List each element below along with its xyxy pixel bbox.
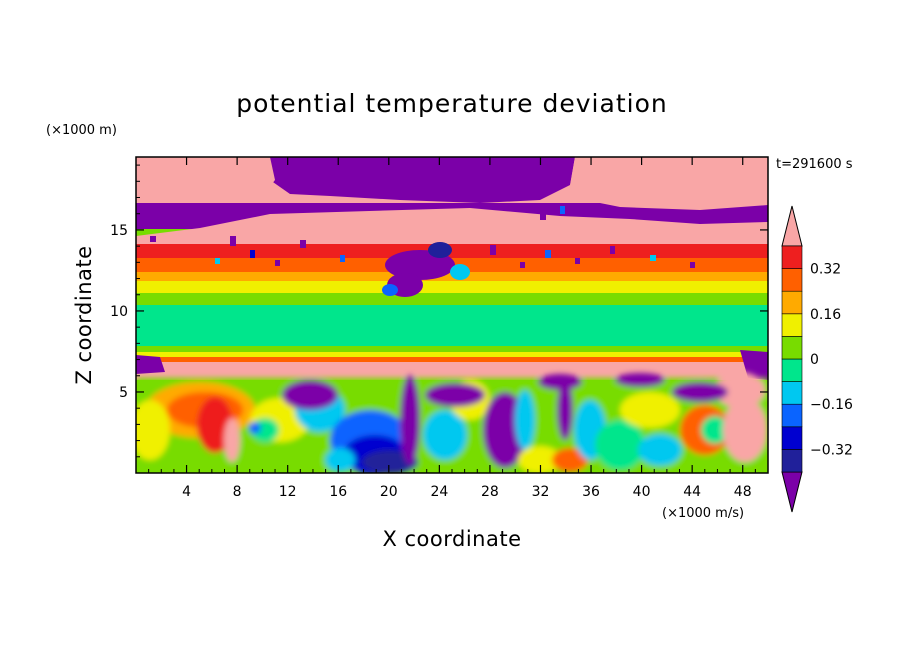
y-unit-label: (×1000 m): [46, 123, 117, 138]
colorbar-swatch: [781, 381, 803, 405]
x-tick-label: 12: [279, 484, 297, 500]
band-yellow-low: [136, 352, 768, 357]
x-tick-label: 8: [233, 484, 242, 500]
x-tick-label: 24: [430, 484, 448, 500]
band-pink-right: [570, 157, 768, 210]
band-red: [136, 244, 768, 258]
y-tick-label: 10: [110, 304, 128, 320]
x-tick-label: 48: [734, 484, 752, 500]
chart-title: potential temperature deviation: [236, 89, 667, 118]
band-purple-low-right: [740, 350, 768, 380]
contour-field: [136, 157, 768, 473]
x-tick-label: 36: [582, 484, 600, 500]
colorbar-swatch: [781, 245, 803, 269]
y-axis-label: Z coordinate: [72, 245, 96, 384]
band-orange-low: [136, 357, 768, 362]
colorbar-swatch: [781, 449, 803, 473]
colorbar-tick-label: 0: [810, 352, 819, 368]
colorbar-top-extension: [781, 205, 803, 247]
band-pink-middle: [136, 208, 768, 244]
colorbar-tick-label: −0.32: [810, 442, 853, 458]
x-tick-label: 32: [532, 484, 550, 500]
x-tick-label: 44: [683, 484, 701, 500]
colorbar-swatch: [781, 426, 803, 450]
band-yellow: [136, 281, 768, 293]
speckles: [150, 206, 695, 297]
x-axis-label: X coordinate: [382, 527, 521, 551]
x-tick-label: 16: [329, 484, 347, 500]
x-tick-label: 4: [182, 484, 191, 500]
band-light-green: [136, 293, 768, 305]
band-pink-left: [136, 157, 275, 203]
lower-turbulence: [136, 372, 768, 473]
colorbar-swatch: [781, 336, 803, 360]
band-green: [136, 305, 768, 346]
band-light-green-low: [136, 346, 768, 352]
colorbar-tick-label: 0.16: [810, 307, 841, 323]
y-tick-label: 15: [110, 223, 128, 239]
colorbar-swatch: [781, 290, 803, 315]
y-tick-label: 5: [119, 385, 128, 401]
colorbar-swatch: [781, 358, 803, 382]
y-axis-ticks: 5 10 15: [110, 164, 768, 458]
band-purple-low: [136, 355, 165, 374]
colorbar-swatch: [781, 268, 803, 292]
x-tick-label: 28: [481, 484, 499, 500]
x-tick-label: 20: [380, 484, 398, 500]
colorbar-bottom-extension: [781, 471, 803, 513]
x-unit-label: (×1000 m/s): [662, 506, 744, 521]
band-top-purple-intrusion: [270, 157, 575, 203]
colorbar-swatch: [781, 403, 803, 428]
time-label: t=291600 s: [776, 157, 853, 172]
colorbar-swatch: [781, 313, 803, 337]
colorbar-tick-label: −0.16: [810, 397, 853, 413]
x-tick-label: 40: [633, 484, 651, 500]
band-pink-low: [136, 362, 768, 380]
x-axis-ticks: 4 8 12 16 20 24 28 32 36 40 44 48: [148, 157, 756, 500]
colorbar-tick-label: 0.32: [810, 262, 841, 278]
colorbar: 0.32 0.16 0 −0.16 −0.32: [781, 205, 853, 513]
